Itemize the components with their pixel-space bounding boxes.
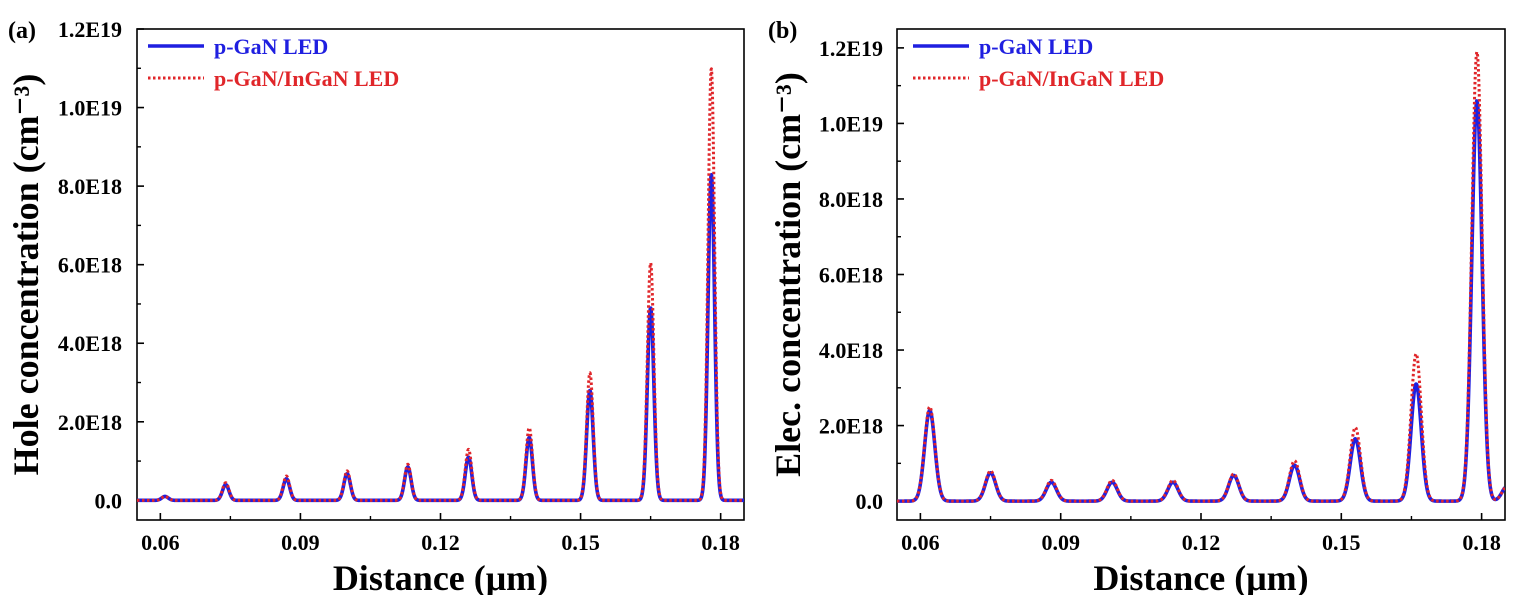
y-tick-label: 1.2E19 [819, 36, 883, 61]
y-tick-label: 6.0E18 [58, 253, 122, 278]
y-tick-label: 6.0E18 [819, 263, 883, 288]
y-tick-label: 0.0 [95, 488, 123, 513]
x-tick-label: 0.09 [1041, 530, 1080, 555]
series-line-p-gan [137, 172, 744, 503]
x-axis-label: Distance (μm) [333, 558, 548, 595]
x-tick-label: 0.12 [421, 530, 460, 555]
legend-label: p-GaN/InGaN LED [214, 66, 399, 91]
y-tick-label: 1.0E19 [819, 111, 883, 136]
series-line-p-gan [897, 99, 1505, 503]
x-tick-label: 0.06 [141, 530, 180, 555]
y-tick-label: 0.0 [856, 489, 884, 514]
x-tick-label: 0.06 [901, 530, 940, 555]
y-tick-label: 1.2E19 [58, 17, 122, 42]
legend-label: p-GaN/InGaN LED [979, 66, 1164, 91]
y-tick-label: 4.0E18 [58, 331, 122, 356]
chart-panel-a: 0.06 0.09 0.12 0.15 0.18 0.0 2.0E18 4.0E18 6.0E1… [6, 17, 745, 595]
y-tick-label: 4.0E18 [819, 338, 883, 363]
x-tick-label: 0.09 [281, 530, 320, 555]
x-tick-label: 0.18 [701, 530, 740, 555]
legend-label: p-GaN LED [979, 34, 1093, 59]
series-line-p-gan-ingan [897, 50, 1505, 503]
y-tick-label: 1.0E19 [58, 96, 122, 121]
y-tick-label: 8.0E18 [58, 174, 122, 199]
y-tick-label: 2.0E18 [58, 410, 122, 435]
chart-panel-b: 0.06 0.09 0.12 0.15 0.18 0.0 2.0E18 4.0E18 6.0E1… [768, 18, 1506, 595]
series-line-p-gan-ingan [137, 67, 744, 502]
series-group [897, 50, 1505, 503]
legend-label: p-GaN LED [214, 34, 328, 59]
y-tick-label: 2.0E18 [819, 414, 883, 439]
y-tick-label: 8.0E18 [819, 187, 883, 212]
x-axis-label: Distance (μm) [1093, 558, 1308, 595]
x-tick-label: 0.15 [1322, 530, 1361, 555]
plot-frame [896, 28, 1506, 521]
panel-label: (a) [8, 18, 36, 44]
y-axis-label: Hole concentration (cm⁻³) [6, 74, 46, 476]
y-axis-label: Elec. concentration (cm⁻³) [768, 72, 808, 477]
series-group [137, 67, 744, 503]
x-tick-label: 0.18 [1462, 530, 1501, 555]
x-tick-label: 0.15 [561, 530, 600, 555]
x-tick-label: 0.12 [1182, 530, 1221, 555]
panel-label: (b) [768, 18, 797, 44]
